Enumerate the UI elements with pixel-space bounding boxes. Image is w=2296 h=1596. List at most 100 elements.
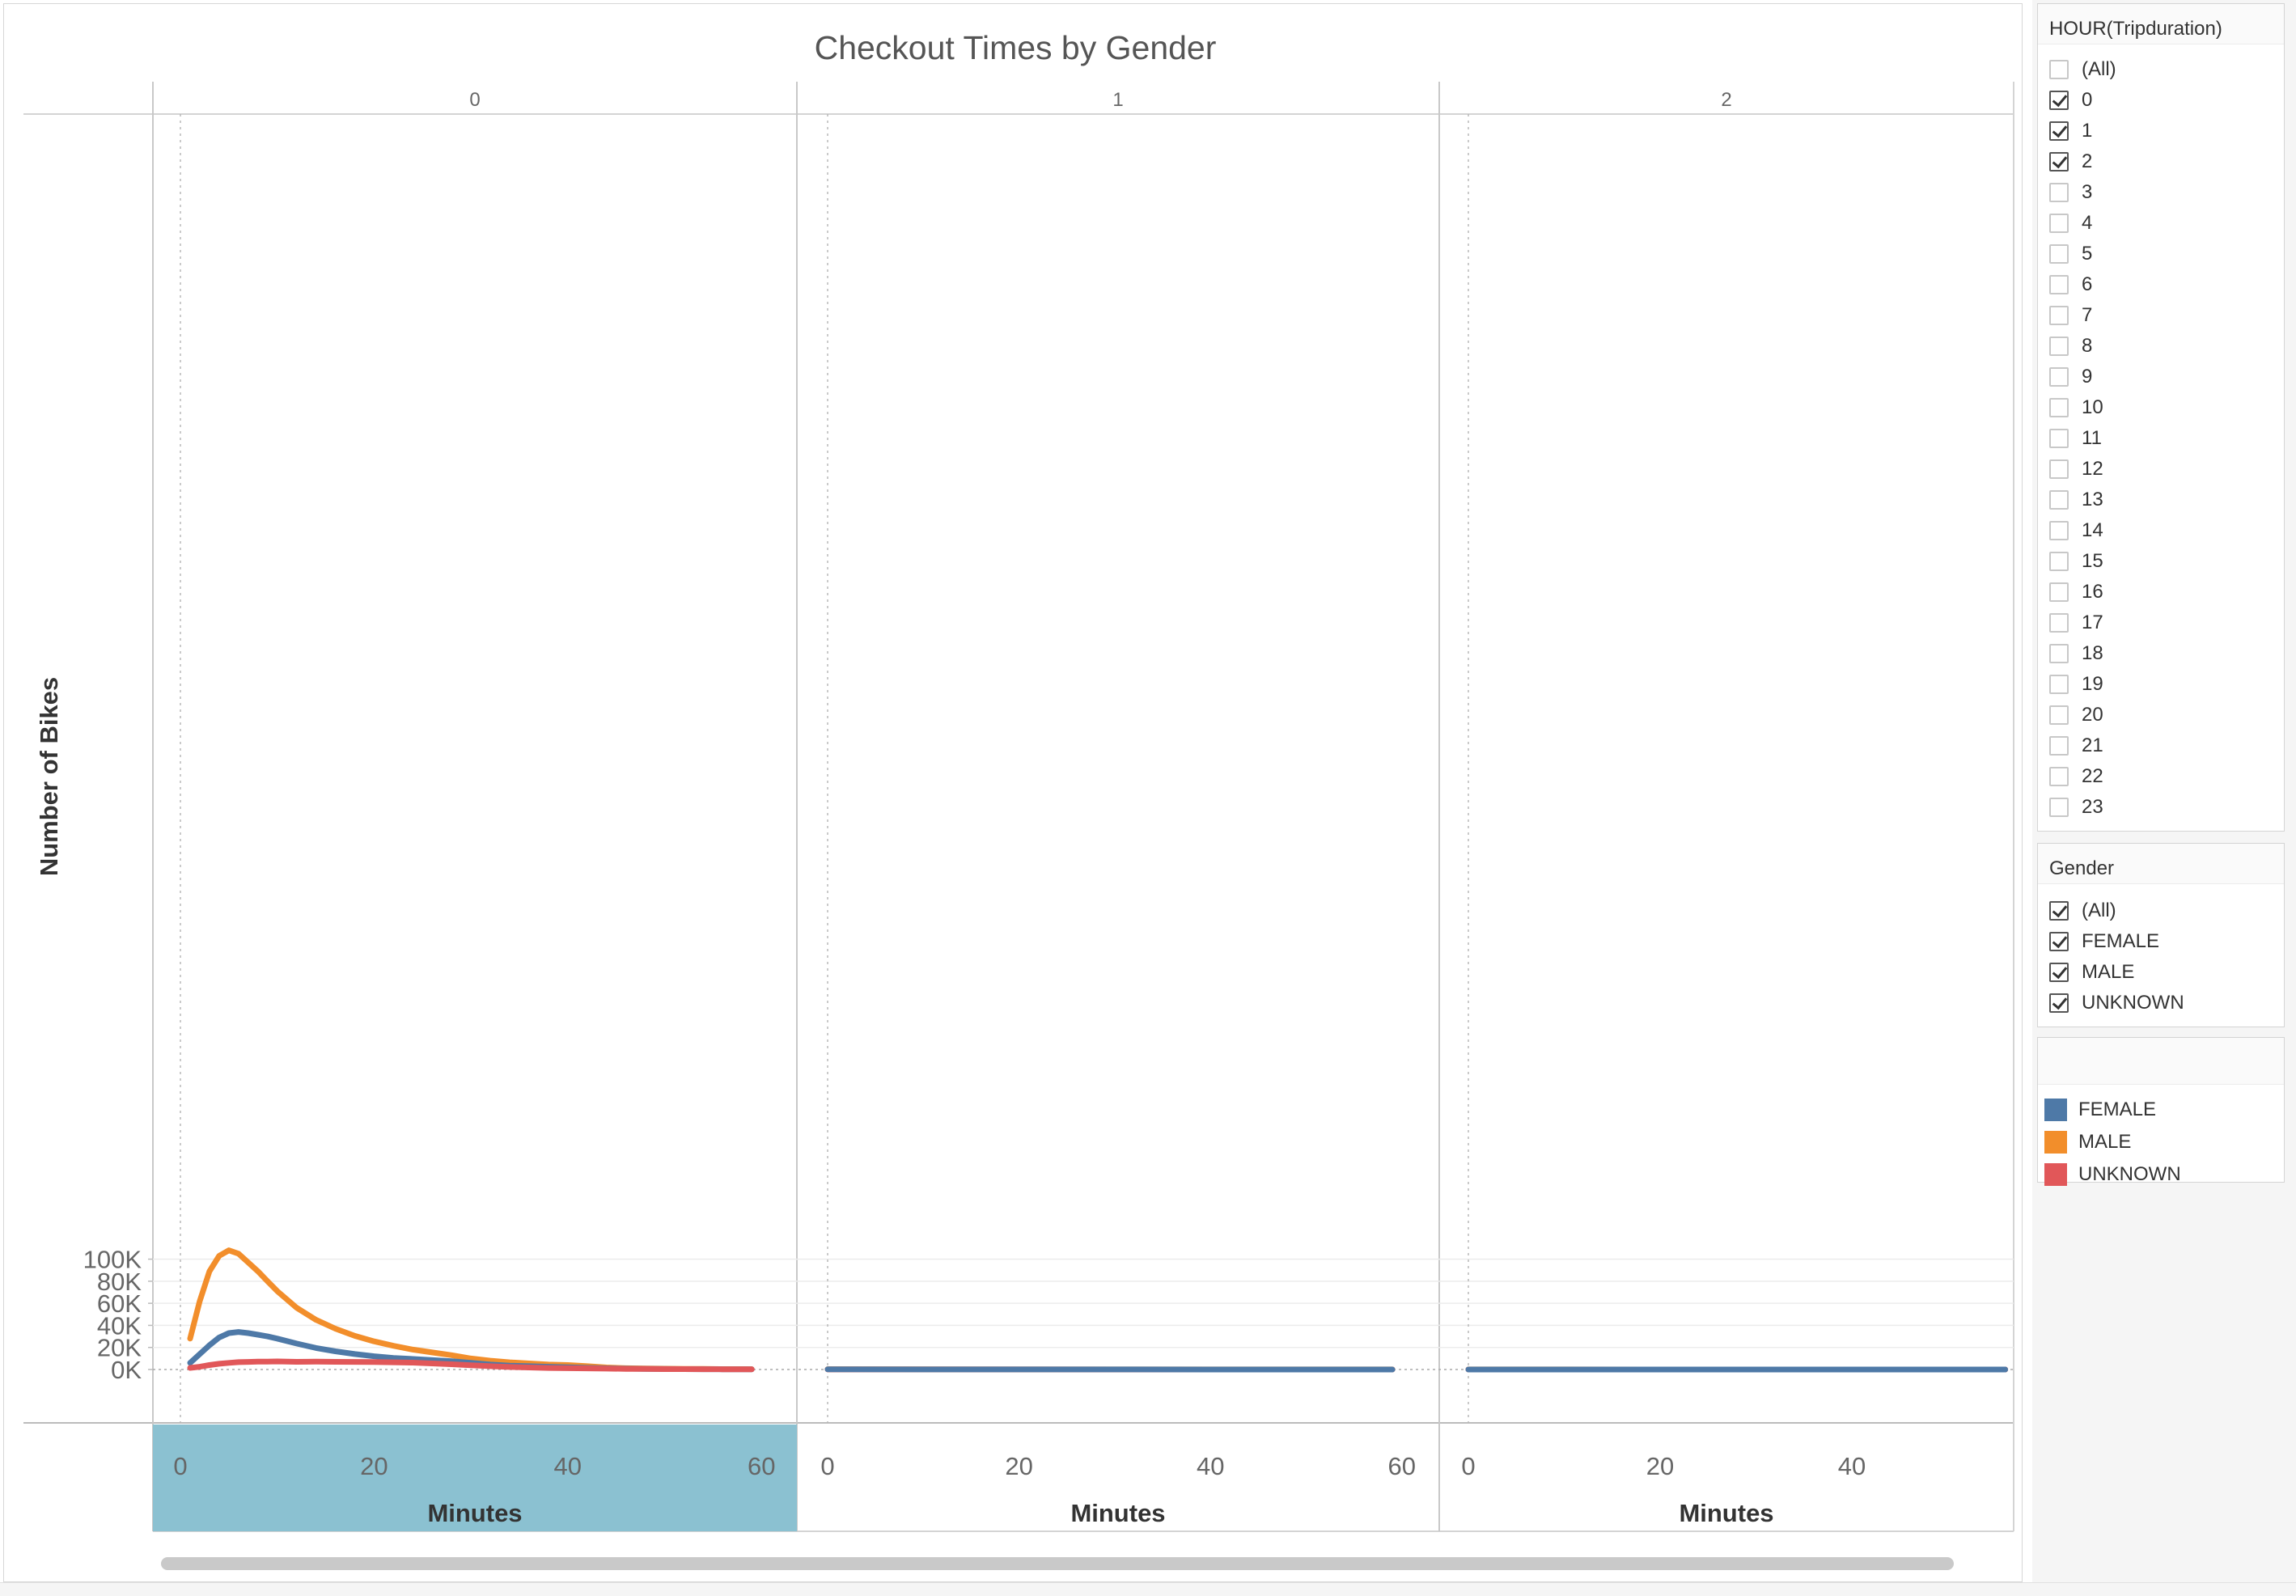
hour-filter-option[interactable]: 19 bbox=[2049, 669, 2103, 700]
hour-filter-option-label: 13 bbox=[2082, 489, 2103, 511]
hour-filter-option[interactable]: 7 bbox=[2049, 300, 2092, 331]
checkbox-unchecked[interactable] bbox=[2049, 459, 2069, 479]
x-tick-label: 60 bbox=[748, 1452, 775, 1480]
hour-filter-option[interactable]: 12 bbox=[2049, 454, 2103, 485]
hour-filter-option-label: 10 bbox=[2082, 396, 2103, 419]
hour-filter-option-label: 15 bbox=[2082, 550, 2103, 573]
x-tick-label: 0 bbox=[1461, 1452, 1475, 1480]
checkbox-unchecked[interactable] bbox=[2049, 429, 2069, 448]
hour-filter-option[interactable]: 3 bbox=[2049, 177, 2092, 208]
checkbox-checked[interactable] bbox=[2049, 121, 2069, 141]
hour-filter-option[interactable]: 9 bbox=[2049, 362, 2092, 392]
scrollbar-thumb[interactable] bbox=[161, 1557, 1954, 1570]
x-tick-label: 0 bbox=[173, 1452, 187, 1480]
y-tick-label: 100K bbox=[83, 1246, 142, 1274]
hour-filter-option[interactable]: 6 bbox=[2049, 269, 2092, 300]
pane-header-label: 0 bbox=[469, 89, 480, 111]
hour-filter-option[interactable]: 0 bbox=[2049, 85, 2092, 116]
hour-filter-option-label: 8 bbox=[2082, 335, 2092, 358]
pane-header-label: 2 bbox=[1721, 89, 1731, 111]
bottom-strip bbox=[0, 1582, 2296, 1596]
checkbox-unchecked[interactable] bbox=[2049, 582, 2069, 602]
checkbox-checked[interactable] bbox=[2049, 901, 2069, 921]
checkbox-unchecked[interactable] bbox=[2049, 521, 2069, 540]
hour-filter-option[interactable]: 22 bbox=[2049, 761, 2103, 792]
hour-filter-option[interactable]: 16 bbox=[2049, 577, 2103, 607]
checkbox-unchecked[interactable] bbox=[2049, 490, 2069, 510]
horizontal-scrollbar[interactable] bbox=[158, 1551, 2019, 1573]
hour-filter-option[interactable]: 8 bbox=[2049, 331, 2092, 362]
checkbox-unchecked[interactable] bbox=[2049, 60, 2069, 79]
legend-item[interactable]: UNKNOWN bbox=[2044, 1159, 2181, 1190]
checkbox-unchecked[interactable] bbox=[2049, 337, 2069, 356]
checkbox-unchecked[interactable] bbox=[2049, 244, 2069, 264]
hour-filter-option-label: 18 bbox=[2082, 642, 2103, 665]
pane-header-label: 1 bbox=[1112, 89, 1123, 111]
checkbox-checked[interactable] bbox=[2049, 932, 2069, 951]
legend-label: MALE bbox=[2078, 1131, 2131, 1154]
checkbox-unchecked[interactable] bbox=[2049, 675, 2069, 694]
checkbox-unchecked[interactable] bbox=[2049, 767, 2069, 786]
gender-filter-option[interactable]: (All) bbox=[2049, 895, 2116, 926]
hour-filter-option[interactable]: 11 bbox=[2049, 423, 2102, 454]
checkbox-unchecked[interactable] bbox=[2049, 367, 2069, 387]
gender-filter-option[interactable]: UNKNOWN bbox=[2049, 988, 2184, 1018]
hour-filter-option[interactable]: 14 bbox=[2049, 515, 2103, 546]
checkbox-unchecked[interactable] bbox=[2049, 552, 2069, 571]
x-tick-label: 20 bbox=[360, 1452, 388, 1480]
hour-filter-option[interactable]: 17 bbox=[2049, 607, 2103, 638]
checkbox-checked[interactable] bbox=[2049, 152, 2069, 171]
gender-filter-option[interactable]: MALE bbox=[2049, 957, 2134, 988]
gender-filter-option[interactable]: FEMALE bbox=[2049, 926, 2159, 957]
hour-filter-option[interactable]: 18 bbox=[2049, 638, 2103, 669]
legend-item[interactable]: MALE bbox=[2044, 1127, 2131, 1158]
x-tick-label: 60 bbox=[1388, 1452, 1416, 1480]
gender-filter-option-label: UNKNOWN bbox=[2082, 992, 2184, 1014]
checkbox-unchecked[interactable] bbox=[2049, 183, 2069, 202]
checkbox-unchecked[interactable] bbox=[2049, 398, 2069, 417]
checkbox-unchecked[interactable] bbox=[2049, 644, 2069, 663]
legend-item[interactable]: FEMALE bbox=[2044, 1094, 2156, 1125]
hour-filter-option-label: 2 bbox=[2082, 150, 2092, 173]
hour-filter-option[interactable]: 23 bbox=[2049, 792, 2103, 823]
gender-filter-option-label: MALE bbox=[2082, 961, 2134, 984]
checkbox-checked[interactable] bbox=[2049, 963, 2069, 982]
checkbox-unchecked[interactable] bbox=[2049, 613, 2069, 633]
series-line-male bbox=[190, 1251, 752, 1370]
checkbox-checked[interactable] bbox=[2049, 91, 2069, 110]
x-tick-label: 40 bbox=[1197, 1452, 1224, 1480]
legend-swatch bbox=[2044, 1131, 2067, 1154]
checkbox-unchecked[interactable] bbox=[2049, 214, 2069, 233]
hour-filter-option[interactable]: 1 bbox=[2049, 116, 2092, 146]
hour-filter-option-label: 17 bbox=[2082, 612, 2103, 634]
checkbox-unchecked[interactable] bbox=[2049, 705, 2069, 725]
checkbox-checked[interactable] bbox=[2049, 993, 2069, 1013]
hour-filter-option[interactable]: 21 bbox=[2049, 730, 2103, 761]
x-axis-title: Minutes bbox=[1070, 1499, 1165, 1527]
hour-filter-option[interactable]: 20 bbox=[2049, 700, 2103, 730]
hour-filter-option-label: (All) bbox=[2082, 58, 2116, 81]
hour-filter-option[interactable]: 13 bbox=[2049, 485, 2103, 515]
hour-filter-option-label: 12 bbox=[2082, 458, 2103, 480]
hour-filter-option[interactable]: (All) bbox=[2049, 54, 2116, 85]
x-tick-label: 40 bbox=[1838, 1452, 1866, 1480]
checkbox-unchecked[interactable] bbox=[2049, 798, 2069, 817]
checkbox-unchecked[interactable] bbox=[2049, 306, 2069, 325]
hour-filter-option-label: 9 bbox=[2082, 366, 2092, 388]
hour-filter-option[interactable]: 15 bbox=[2049, 546, 2103, 577]
hour-filter-option-label: 0 bbox=[2082, 89, 2092, 112]
hour-filter-option[interactable]: 4 bbox=[2049, 208, 2092, 239]
checkbox-unchecked[interactable] bbox=[2049, 275, 2069, 294]
gender-filter-option-label: FEMALE bbox=[2082, 930, 2159, 953]
x-tick-label: 0 bbox=[820, 1452, 834, 1480]
hour-filter-option-label: 23 bbox=[2082, 796, 2103, 819]
hour-filter-option[interactable]: 2 bbox=[2049, 146, 2092, 177]
checkbox-unchecked[interactable] bbox=[2049, 736, 2069, 756]
hour-filter-option[interactable]: 5 bbox=[2049, 239, 2092, 269]
hour-filter-option-label: 3 bbox=[2082, 181, 2092, 204]
hour-filter-option[interactable]: 10 bbox=[2049, 392, 2103, 423]
